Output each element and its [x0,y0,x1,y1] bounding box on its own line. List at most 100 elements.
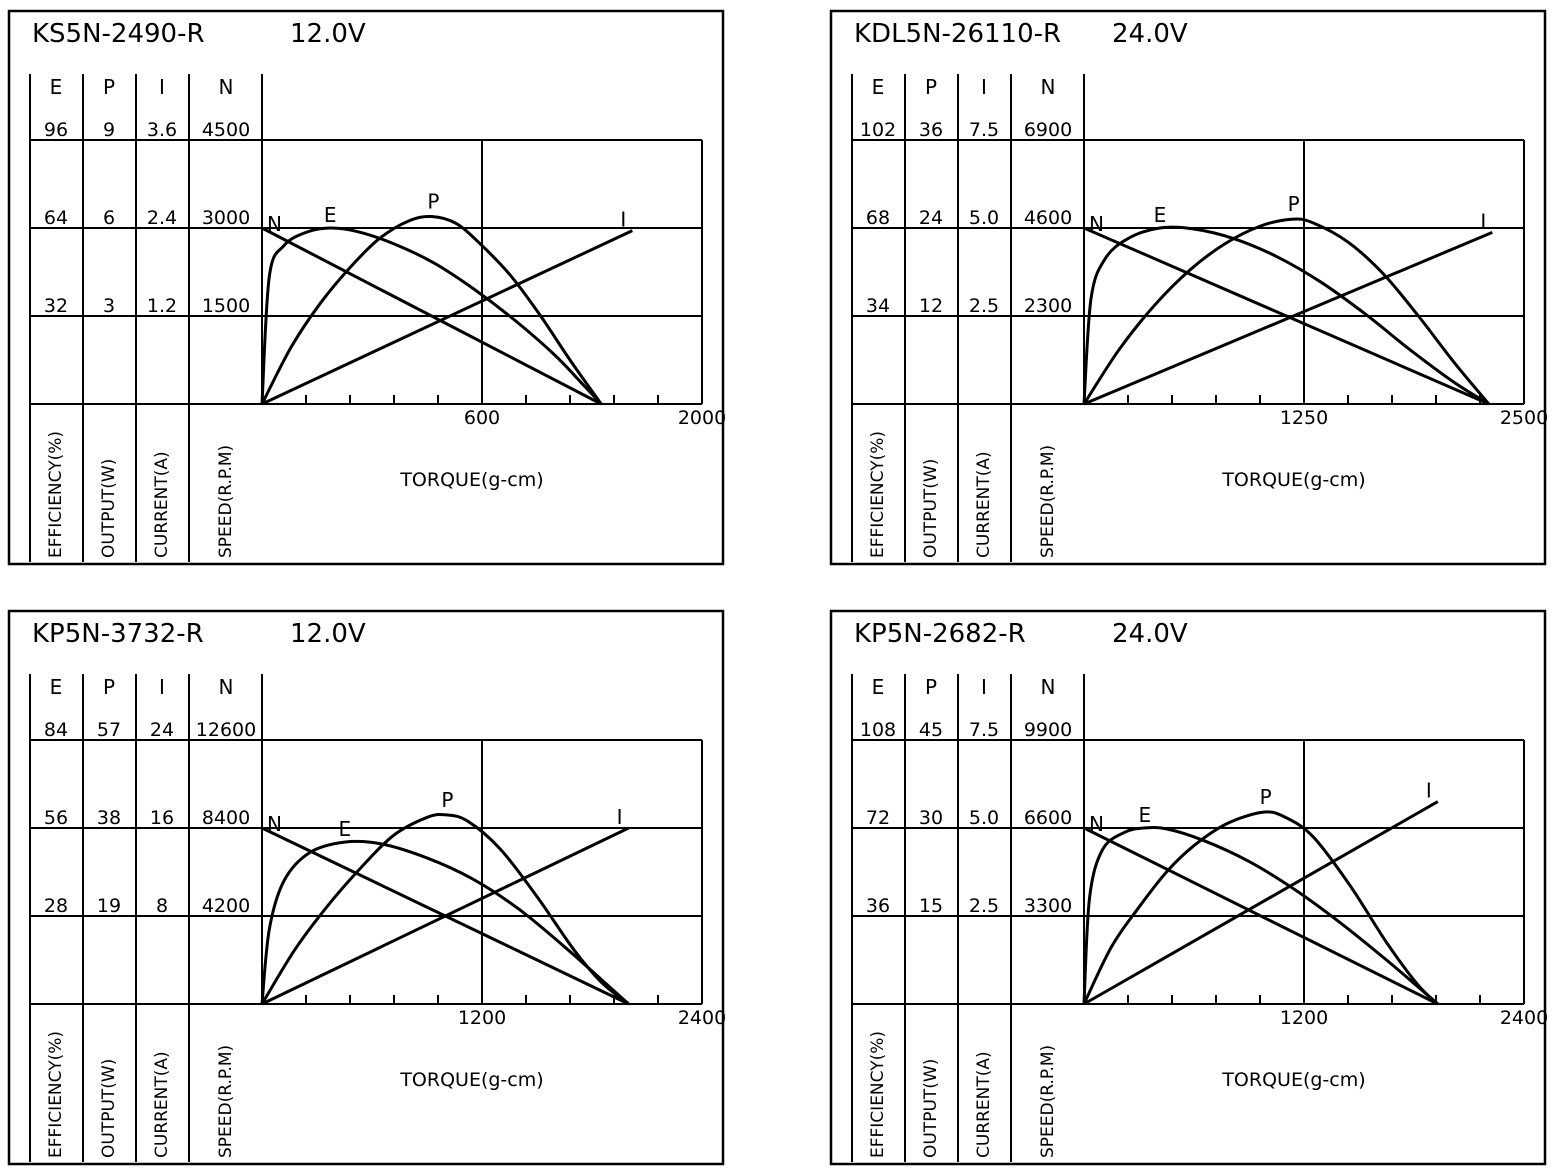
chart-title: KP5N-2682-R [854,619,1026,649]
y-tick-label: 4600 [1024,207,1072,229]
curve-label-n: N [1089,812,1104,836]
curve-label-e: E [1154,203,1167,227]
y-tick-label: 38 [97,807,121,829]
y-tick-label: 36 [919,119,943,141]
curve-label-i: I [1426,779,1432,803]
y-tick-label: 57 [97,719,121,741]
rotated-axis-label: OUTPUT(W) [921,1059,941,1158]
y-tick-label: 64 [44,207,68,229]
column-header: I [981,675,987,699]
curve-label-p: P [1288,192,1300,216]
y-tick-label: 8400 [202,807,250,829]
curve-label-n: N [267,812,282,836]
y-tick-label: 16 [150,807,174,829]
y-tick-label: 102 [860,119,896,141]
series-line-p [1082,217,1490,405]
motor-chart-panel: KDL5N-26110-R 24.0V E P I N 102 36 7.5 6900 68 24 5.… [829,9,1548,566]
rotated-axis-label: EFFICIENCY(%) [46,1031,66,1158]
rotated-axis-label: CURRENT(A) [152,451,172,558]
series-line-n [1083,826,1439,1006]
y-tick-label: 19 [97,895,121,917]
x-tick-label: 2400 [678,1007,726,1029]
series-line-e [1082,225,1490,406]
series-line-n [1083,226,1490,406]
rotated-axis-label: CURRENT(A) [152,1051,172,1158]
x-tick-label: 600 [464,407,500,429]
series-line-i [1083,800,1439,1006]
y-tick-label: 56 [44,807,68,829]
rotated-axis-label: SPEED(R.P.M) [1038,445,1058,558]
y-tick-label: 45 [919,719,943,741]
rotated-axis-label: OUTPUT(W) [921,459,941,558]
series-line-i [261,826,630,1006]
y-tick-label: 68 [866,207,890,229]
y-tick-label: 36 [866,895,890,917]
motor-chart-panel: KP5N-3732-R 12.0V E P I N 84 57 24 12600 56 38 16 840… [7,609,726,1166]
column-header: E [872,675,885,699]
series-line-n [261,226,602,406]
column-header: P [925,75,937,99]
panel-frame [7,9,725,566]
curve-label-i: I [617,805,623,829]
column-header: P [925,675,937,699]
column-header: P [103,75,115,99]
chart-title: KP5N-3732-R [32,619,204,649]
chart-title: KDL5N-26110-R [854,19,1061,49]
rotated-axis-label: SPEED(R.P.M) [1038,1045,1058,1158]
y-tick-label: 7.5 [969,719,999,741]
column-header: N [1041,675,1056,699]
y-tick-label: 6900 [1024,119,1072,141]
series-line-e [260,226,603,406]
x-axis-label: TORQUE(g-cm) [399,469,543,491]
x-tick-label: 1250 [1280,407,1328,429]
y-tick-label: 24 [919,207,943,229]
column-header: E [50,75,63,99]
x-tick-label: 2500 [1500,407,1548,429]
y-tick-label: 3.6 [147,119,177,141]
y-tick-label: 9900 [1024,719,1072,741]
y-tick-label: 5.0 [969,807,999,829]
curve-label-e: E [339,817,352,841]
x-tick-label: 2000 [678,407,726,429]
curve-label-p: P [441,788,453,812]
column-header: N [1041,75,1056,99]
chart-voltage: 12.0V [290,619,366,649]
y-tick-label: 1.2 [147,295,177,317]
y-tick-label: 12600 [196,719,256,741]
y-tick-label: 108 [860,719,896,741]
rotated-axis-label: SPEED(R.P.M) [216,445,236,558]
panel-frame [7,609,725,1166]
rotated-axis-label: CURRENT(A) [974,1051,994,1158]
y-tick-label: 6600 [1024,807,1072,829]
panel-frame [829,9,1547,566]
motor-chart-panel: KP5N-2682-R 24.0V E P I N 108 45 7.5 9900 72 30 5.0 6… [829,609,1548,1166]
y-tick-label: 32 [44,295,68,317]
panel-frame [829,609,1547,1166]
curve-label-p: P [1260,785,1272,809]
x-tick-label: 1200 [1280,1007,1328,1029]
y-tick-label: 2.4 [147,207,177,229]
y-tick-label: 9 [103,119,115,141]
series-line-i [261,229,633,406]
y-tick-label: 28 [44,895,68,917]
curve-label-p: P [427,190,439,214]
y-tick-label: 12 [919,295,943,317]
motor-chart-panel: KS5N-2490-R 12.0V E P I N 96 9 3.6 4500 64 6 2.4 3000… [7,9,726,566]
y-tick-label: 3 [103,295,115,317]
y-tick-label: 2300 [1024,295,1072,317]
curve-label-n: N [1089,212,1104,236]
y-tick-label: 30 [919,807,943,829]
rotated-axis-label: CURRENT(A) [974,451,994,558]
rotated-axis-label: EFFICIENCY(%) [868,1031,888,1158]
curve-label-i: I [1480,209,1486,233]
y-tick-label: 3300 [1024,895,1072,917]
y-tick-label: 2.5 [969,295,999,317]
series-line-p [260,812,630,1006]
column-header: N [219,75,234,99]
y-tick-label: 24 [150,719,174,741]
rotated-axis-label: SPEED(R.P.M) [216,1045,236,1158]
x-axis-label: TORQUE(g-cm) [1221,1069,1365,1091]
series-line-e [260,839,630,1006]
column-header: P [103,675,115,699]
chart-voltage: 12.0V [290,19,366,49]
